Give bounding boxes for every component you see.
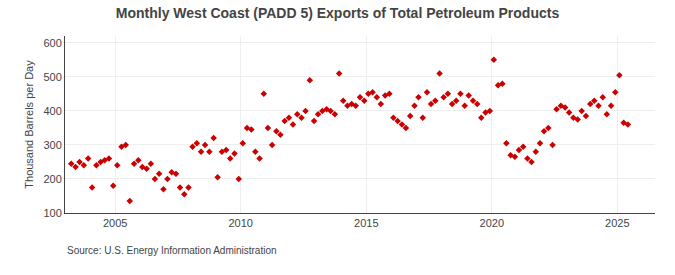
svg-text:Thousand Barrels per Day: Thousand Barrels per Day	[23, 60, 35, 189]
svg-text:400: 400	[43, 105, 61, 117]
svg-text:2005: 2005	[103, 217, 127, 229]
svg-text:100: 100	[43, 207, 61, 219]
svg-text:2010: 2010	[228, 217, 252, 229]
svg-text:600: 600	[43, 37, 61, 49]
svg-text:500: 500	[43, 71, 61, 83]
svg-text:2015: 2015	[354, 217, 378, 229]
svg-text:200: 200	[43, 173, 61, 185]
svg-text:Monthly West Coast (PADD 5) Ex: Monthly West Coast (PADD 5) Exports of T…	[116, 5, 560, 21]
svg-text:300: 300	[43, 139, 61, 151]
svg-text:2020: 2020	[480, 217, 504, 229]
svg-text:2025: 2025	[605, 217, 629, 229]
svg-text:Source: U.S. Energy Informatio: Source: U.S. Energy Information Administ…	[67, 245, 277, 256]
